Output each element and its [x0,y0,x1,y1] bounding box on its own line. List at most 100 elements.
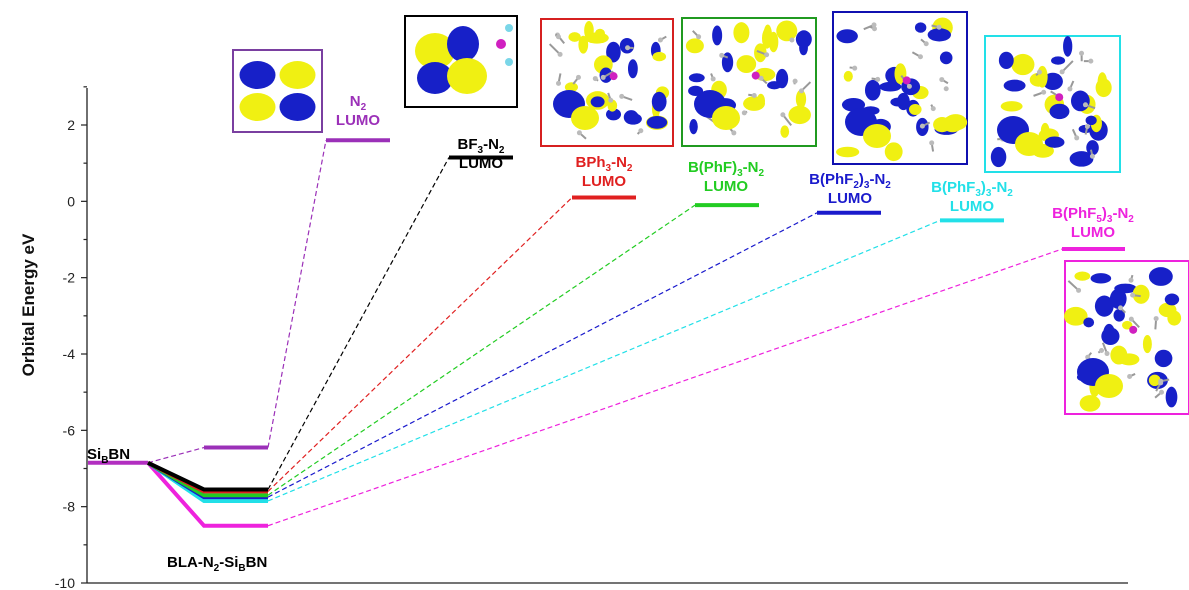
orbital-lobe [909,103,922,115]
level-complex [147,460,268,492]
atom [575,74,581,80]
orbital-lobe [1142,334,1152,354]
atom [764,52,770,58]
atom [1118,305,1124,311]
label-subscript: 2 [758,168,764,179]
atom [1088,58,1094,64]
atom [1079,50,1085,56]
atom [1089,153,1095,159]
atom [1099,347,1105,353]
orbital-box [404,15,518,108]
label-subscript: B [101,455,108,466]
lumo-label-lumo: LUMO [459,155,503,172]
atom [852,65,858,71]
orbital-lobe [1095,374,1123,398]
orbital-lobe [239,61,276,89]
atom [751,93,757,99]
orbital-lobe [736,55,757,74]
orbital-lobe [689,119,698,135]
label-text: B(PhF) [688,159,737,176]
atom [1159,389,1165,395]
atom [780,112,786,118]
label-text: -N [869,171,885,188]
atom [555,34,561,40]
orbital-lobe [1164,293,1180,306]
orbital-lobe [1090,273,1112,284]
label-text: -N [743,159,759,176]
orbital-lobe [1167,310,1182,326]
orbital-lobe [788,105,811,125]
orbital-lobe [1122,320,1133,330]
orbital-lobe [578,35,589,54]
atom [1085,354,1091,360]
orbital-lobe [624,113,642,125]
label-text: B(PhF [1052,205,1096,222]
label-subscript: 2 [1007,188,1013,199]
orbital-lobe [939,51,953,65]
atom [930,106,936,112]
atom [936,24,942,30]
atom [609,72,618,81]
orbital-lobe [990,146,1007,168]
orbital-lobe [1051,56,1066,65]
orbital-lobe [1103,323,1116,344]
orbital-lobe [864,79,881,101]
y-tick-label: -6 [63,422,76,438]
orbital-lobe [884,142,903,162]
atom [923,41,929,47]
orbital-lobe [1154,349,1173,368]
y-tick-label: -8 [63,499,76,515]
atom [505,58,513,66]
orbital-lobe [1070,90,1090,112]
orbital-box [984,35,1121,173]
y-axis: 2 0 -2 -4 -6 -8 -10 [55,86,1128,590]
atom [789,37,795,43]
atom [875,76,881,82]
atom [600,74,606,80]
orbital-lobe [1083,317,1095,328]
label-text: ) [981,179,986,196]
orbital-lobe [775,68,789,89]
orbital-lobe [1040,122,1050,138]
label-subscript: 2 [214,563,220,574]
orbital-lobe [646,115,668,129]
orbital-lobe [417,62,453,94]
orbital-lobe [607,99,618,112]
orbital-lobe [1114,283,1137,294]
connector-line [267,212,818,498]
lumo-label-lumo: LUMO [704,178,748,195]
connector-lines [147,140,1063,527]
orbital-lobe [447,58,487,94]
label-text: -N [483,136,499,153]
orbital-lobe [1042,72,1063,91]
label-subscript: 3 [737,168,743,179]
atom [741,110,747,116]
label-text: BF [458,136,478,153]
orbital-lobe [1069,151,1094,167]
atom [906,83,912,89]
label-text: BN [108,446,130,463]
atom [919,123,925,129]
atom [1158,380,1164,386]
connector-line [267,157,450,490]
label-text: -N [991,179,1007,196]
orbital-lobe [605,108,622,121]
lumo-label-formula: B(PhF5)3-N2 [1052,205,1134,225]
orbital-lobe [761,28,772,49]
orbital-lobe [1036,65,1048,88]
label-subscript: 2 [853,180,859,191]
orbital-lobe [239,93,276,121]
atom [696,34,702,40]
orbital-lobe [795,30,812,49]
atom [619,93,625,99]
label-subscript: B [238,563,245,574]
orbital-lobe [836,29,858,44]
atom [1127,373,1133,379]
orbital-lobe [564,82,578,93]
label-subscript: 3 [606,163,612,174]
atom [1059,69,1065,75]
atom [710,76,716,82]
orbital-lobe [1109,288,1127,309]
